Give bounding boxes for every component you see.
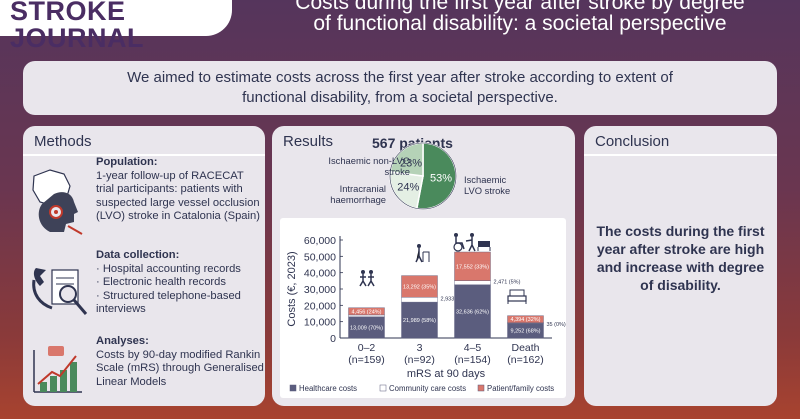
x-axis-label: mRS at 90 days [407, 368, 486, 380]
x-tick-count: (n=159) [348, 354, 384, 366]
legend-swatch [379, 384, 387, 392]
pie-label-non-lvo: Ischaemic non-LVO stroke [328, 155, 410, 177]
data-label: 21,989 (58%) [403, 318, 436, 324]
divider [23, 154, 265, 156]
bar-1-1 [401, 297, 438, 303]
x-tick-count: (n=154) [454, 354, 490, 366]
pie-label-haemorrhage: Intracranial haemorrhage [330, 183, 386, 205]
data-label: 32,636 (62%) [456, 309, 489, 315]
y-tick-label: 0 [330, 333, 336, 345]
y-tick-label: 10,000 [304, 317, 336, 329]
y-tick-label: 20,000 [304, 300, 336, 312]
data-item: · Electronic health records [96, 276, 226, 289]
bed-icon [507, 289, 527, 304]
bar-2-0 [348, 307, 385, 316]
x-tick-label: 4–5 [464, 342, 482, 354]
data-label: 13,009 (70%) [350, 325, 383, 331]
data-label: 17,552 (33%) [456, 264, 489, 270]
walker-person-icon [415, 244, 430, 263]
analyses-block: Analyses: Costs by 90-day modified Ranki… [96, 335, 264, 389]
independent-people-icon [359, 270, 375, 287]
conclusion-title: Conclusion [595, 133, 670, 150]
y-tick-label: 50,000 [304, 251, 336, 263]
pie-slice-non-lvo-label: 23% [400, 157, 422, 169]
results-title: Results [283, 133, 334, 150]
results-panel: Results 567 patients 53% 24% 23% Ischaemic… [272, 126, 575, 406]
bar-2-3 [507, 315, 544, 324]
y-tick-label: 60,000 [304, 235, 336, 247]
cost-bar-chart: Costs (€, 2023) 0 10,000 20,000 30,000 40,000… [286, 233, 566, 393]
y-tick-label: 40,000 [304, 268, 336, 280]
x-tick-label: 3 [417, 342, 423, 354]
analyses-heading: Analyses: [96, 335, 149, 347]
x-tick-count: (n=162) [507, 354, 543, 366]
x-tick-count: (n=92) [404, 354, 435, 366]
x-tick-label: Death [511, 342, 539, 354]
data-label: 9,252 (68%) [511, 328, 541, 334]
population-block: Population: 1-year follow-up of RACECAT … [96, 156, 264, 224]
pie-label-lvo: Ischaemic LVO stroke [464, 174, 511, 196]
data-collection-heading: Data collection: [96, 249, 180, 261]
data-collection-block: Data collection: · Hospital accounting r… [96, 249, 264, 317]
brain-map-icon [32, 169, 83, 235]
wheelchair-icon [453, 233, 491, 252]
journal-name: STROKE JOURNAL [10, 0, 145, 53]
legend-item: Community care costs [389, 384, 466, 393]
page-title-line-2: of functional disability: a societal per… [313, 12, 727, 35]
y-tick-label: 30,000 [304, 284, 336, 296]
journal-logo: STROKE JOURNAL [0, 0, 232, 52]
legend-item: Patient/family costs [487, 384, 554, 393]
data-label: 4,394 (32%) [511, 317, 541, 323]
cost-chart-card: Costs (€, 2023) 0 10,000 20,000 30,000 40,000… [280, 218, 566, 398]
phone-records-icon [32, 268, 88, 315]
pie-slice-lvo-label: 53% [430, 173, 452, 185]
population-text: 1-year follow-up of RACECAT trial partic… [96, 169, 260, 223]
growth-chart-icon [33, 346, 82, 393]
conclusion-text: The costs during the first year after st… [596, 223, 765, 293]
bar-2-1 [401, 275, 438, 298]
divider [584, 154, 777, 156]
data-label: 35 (0%) [547, 322, 566, 328]
data-item: · Structured telephone-based interviews [96, 289, 241, 316]
data-label: 4,456 (24%) [352, 309, 382, 315]
x-tick-label: 0–2 [358, 342, 376, 354]
methods-title: Methods [34, 133, 92, 150]
bar-1-2 [454, 280, 491, 285]
legend-swatch [289, 384, 297, 392]
data-label: 2,471 (5%) [494, 280, 521, 286]
pie-slice-haemorrhage-label: 24% [397, 182, 419, 194]
bar-0-2 [454, 284, 491, 339]
y-axis-label: Costs (€, 2023) [286, 251, 298, 326]
data-label: 2,933 (8%) [441, 296, 468, 302]
population-heading: Population: [96, 156, 158, 168]
stroke-type-pie: 53% 24% 23% [389, 142, 457, 210]
pie-outline [389, 142, 457, 210]
analyses-text: Costs by 90-day modified Rankin Scale (m… [96, 348, 264, 388]
legend-item: Healthcare costs [299, 384, 357, 393]
conclusion-panel: Conclusion The costs during the first ye… [584, 126, 777, 406]
methods-panel: Methods Population: 1-year follow-up of … [23, 126, 265, 406]
legend-swatch [477, 384, 485, 392]
bar-0-1 [401, 301, 438, 339]
data-label: 13,292 (35%) [403, 284, 436, 290]
bar-2-2 [454, 251, 491, 281]
data-item: · Hospital accounting records [96, 262, 241, 275]
page-title-line-1: Costs during the first year after stroke… [295, 0, 745, 14]
aim-statement: We aimed to estimate costs across the fi… [23, 61, 777, 115]
